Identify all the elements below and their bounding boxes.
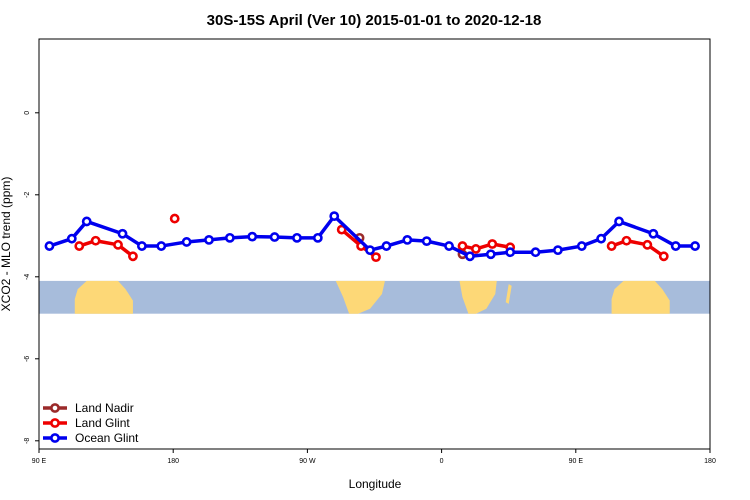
x-tick-label: 180: [704, 458, 716, 465]
legend-label: Ocean Glint: [75, 431, 139, 445]
chart-title: 30S-15S April (Ver 10) 2015-01-01 to 202…: [207, 12, 542, 29]
world-map-strip: [39, 280, 710, 314]
legend-item-ocean-glint: Ocean Glint: [43, 431, 139, 445]
y-tick-label: -2: [24, 192, 31, 198]
data-point-ocean-glint: [485, 249, 496, 260]
y-axis-label: XCO2 - MLO trend (ppm): [0, 177, 13, 312]
data-point-ocean-glint: [576, 241, 587, 251]
data-point-ocean-glint: [530, 247, 541, 258]
data-point-land-glint: [470, 244, 481, 254]
data-point-ocean-glint: [247, 231, 258, 242]
data-point-ocean-glint: [81, 216, 92, 227]
legend-label: Land Nadir: [75, 401, 134, 415]
data-point-ocean-glint: [614, 216, 624, 227]
data-point-land-glint: [90, 235, 101, 246]
data-point-ocean-glint: [44, 241, 55, 251]
map-land-australia: [74, 280, 133, 314]
data-point-ocean-glint: [365, 245, 375, 256]
data-point-land-glint: [658, 251, 669, 262]
x-tick-label: 90 E: [569, 458, 584, 465]
data-point-land-glint: [642, 239, 653, 250]
data-point-ocean-glint: [181, 237, 192, 247]
legend-item-land-nadir: Land Nadir: [43, 401, 134, 415]
data-point-ocean-glint: [596, 233, 607, 244]
data-point-ocean-glint: [204, 234, 214, 245]
data-point-land-glint: [113, 239, 123, 250]
data-point-ocean-glint: [312, 232, 323, 243]
map-land-madagascar: [505, 284, 512, 304]
data-point-land-glint: [371, 252, 381, 263]
data-point-ocean-glint: [66, 233, 77, 244]
y-tick-label: 0: [24, 111, 31, 115]
data-point-land-glint: [336, 224, 347, 235]
data-point-ocean-glint: [465, 251, 475, 262]
y-tick-label: -4: [24, 274, 31, 280]
data-point-ocean-glint: [117, 228, 128, 239]
x-axis: 90 E 180 90 W 0 90 E 180: [32, 449, 716, 465]
data-point-ocean-glint: [381, 241, 392, 251]
data-point-land-glint: [74, 241, 85, 251]
data-point-ocean-glint: [648, 228, 659, 239]
y-axis: 0 -2 -4 -6 -8: [24, 111, 39, 444]
series-line-land-glint: [610, 238, 665, 258]
data-point-ocean-glint: [553, 245, 563, 256]
y-tick-label: -6: [24, 356, 31, 362]
data-point-land-glint: [606, 241, 617, 251]
legend-marker: [50, 418, 60, 428]
data-point-ocean-glint: [505, 247, 516, 258]
data-point-land-glint: [128, 251, 138, 262]
legend-marker: [50, 433, 60, 443]
series-layer: [44, 211, 700, 263]
data-point-ocean-glint: [136, 241, 147, 251]
data-point-ocean-glint: [269, 232, 280, 242]
legend-item-land-glint: Land Glint: [43, 416, 130, 430]
x-tick-label: 90 E: [32, 458, 47, 465]
data-point-ocean-glint: [402, 234, 413, 245]
data-point-land-glint: [487, 239, 498, 249]
data-point-land-glint: [621, 235, 632, 246]
legend-label: Land Glint: [75, 416, 130, 430]
data-point-ocean-glint: [329, 211, 340, 222]
data-point-ocean-glint: [156, 241, 167, 251]
data-point-land-glint: [169, 213, 180, 224]
data-point-ocean-glint: [421, 236, 432, 247]
data-point-land-glint: [457, 241, 468, 251]
data-point-ocean-glint: [690, 241, 700, 251]
data-point-ocean-glint: [670, 241, 681, 251]
legend-marker: [50, 403, 60, 413]
plot-area: [38, 38, 711, 450]
x-tick-label: 0: [440, 458, 444, 465]
map-land-africa: [459, 280, 497, 314]
x-tick-label: 90 W: [299, 458, 316, 465]
series-ocean-glint: [44, 211, 700, 262]
data-point-ocean-glint: [224, 232, 235, 243]
x-tick-label: 180: [167, 458, 179, 465]
x-axis-label: Longitude: [349, 477, 402, 491]
series-line-land-glint: [462, 242, 511, 251]
series-line-land-glint: [78, 238, 135, 258]
map-land-south-america: [335, 280, 385, 314]
y-tick-label: -8: [24, 438, 31, 444]
data-point-ocean-glint: [444, 241, 454, 251]
map-land-australia-repeat: [611, 280, 670, 314]
data-point-ocean-glint: [292, 232, 302, 243]
